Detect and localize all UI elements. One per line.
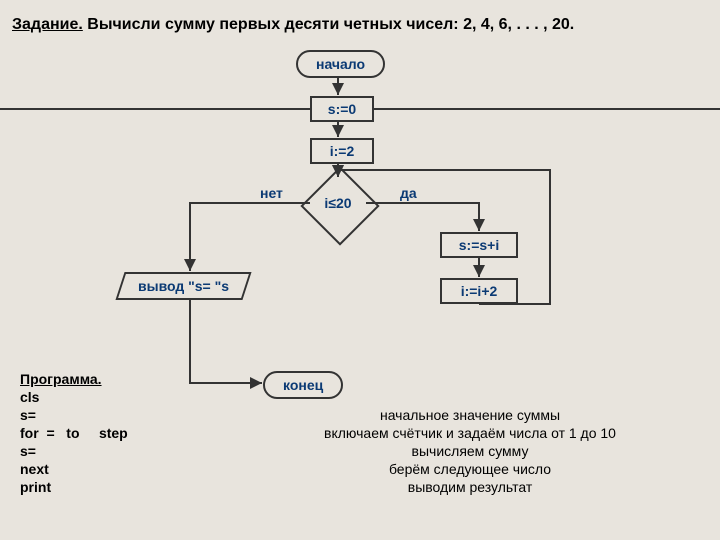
comment-5: выводим результат <box>240 478 700 496</box>
comment-3: вычисляем сумму <box>240 442 700 460</box>
code-line-4: next <box>20 460 240 478</box>
code-line-3: s= <box>20 442 240 460</box>
code-line-5: print <box>20 478 240 496</box>
program-block: Программа. cls s=начальное значение сумм… <box>20 370 700 496</box>
code-line-1: s= <box>20 406 240 424</box>
comment-1: начальное значение суммы <box>240 406 700 424</box>
code-line-2: for = to step <box>20 424 240 442</box>
comment-4: берём следующее число <box>240 460 700 478</box>
program-heading: Программа. <box>20 370 240 388</box>
flowchart-connectors <box>0 0 720 400</box>
comment-2: включаем счётчик и задаём числа от 1 до … <box>240 424 700 442</box>
comment-0 <box>240 388 700 406</box>
code-line-0: cls <box>20 388 240 406</box>
